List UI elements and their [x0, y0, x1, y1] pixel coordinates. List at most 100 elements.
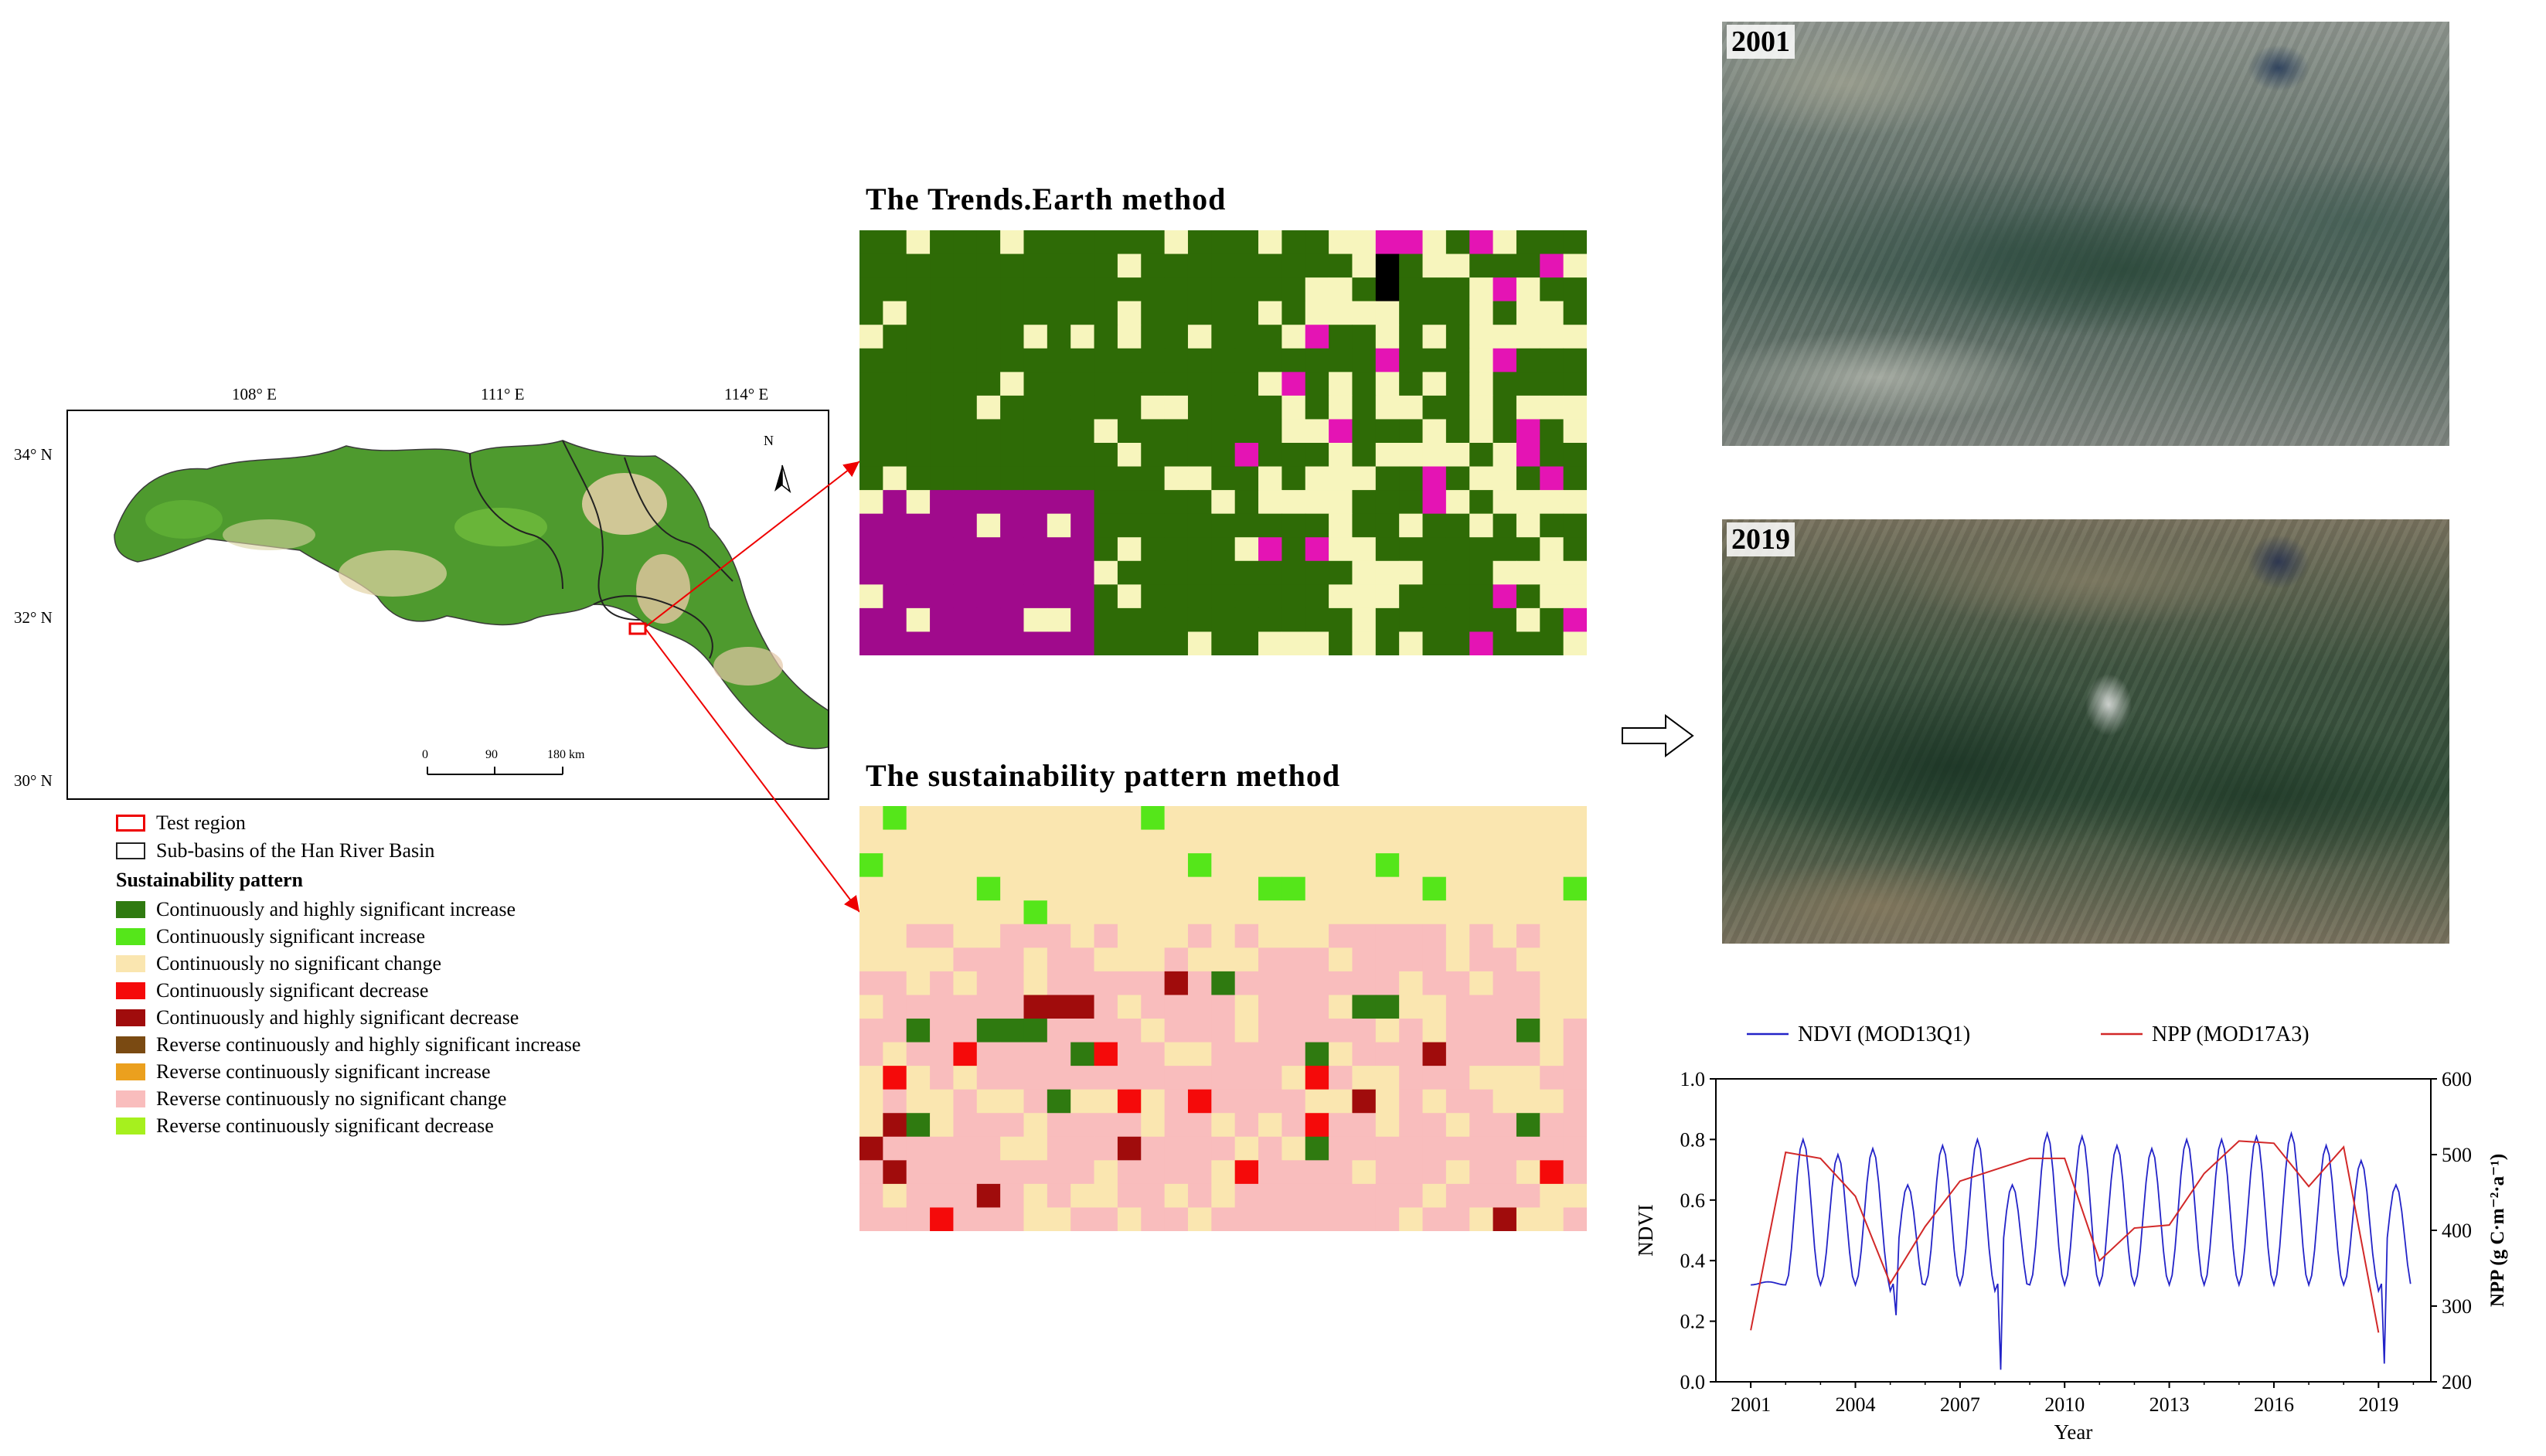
- grid-cell: [1164, 1183, 1189, 1208]
- grid-cell: [1023, 560, 1048, 585]
- grid-cell: [1493, 607, 1517, 632]
- sub-basin-boundary: [562, 440, 641, 621]
- grid-cell: [1141, 1042, 1166, 1066]
- grid-cell: [1258, 607, 1282, 632]
- grid-cell: [1023, 631, 1048, 655]
- grid-cell: [1141, 853, 1166, 878]
- grid-cell: [1563, 1160, 1587, 1185]
- grid-cell: [1445, 372, 1470, 396]
- grid-cell: [930, 348, 954, 373]
- grid-cell: [953, 372, 978, 396]
- grid-cell: [1282, 419, 1306, 444]
- grid-cell: [906, 995, 931, 1019]
- grid-cell: [1445, 584, 1470, 609]
- grid-cell: [1047, 513, 1071, 538]
- grid-cell: [1211, 253, 1236, 278]
- grid-cell: [1399, 490, 1424, 515]
- grid-cell: [1094, 971, 1118, 995]
- grid-cell: [1445, 900, 1470, 925]
- grid-cell: [1399, 1066, 1424, 1090]
- grid-cell: [1329, 1089, 1353, 1114]
- grid-cell: [883, 947, 907, 972]
- grid-cell: [883, 1019, 907, 1043]
- grid-cell: [1375, 277, 1400, 302]
- grid-cell: [1375, 253, 1400, 278]
- grid-cell: [1422, 924, 1447, 948]
- grid-cell: [930, 253, 954, 278]
- grid-cell: [1187, 1066, 1212, 1090]
- grid-cell: [1211, 1019, 1236, 1043]
- grid-cell: [1422, 1089, 1447, 1114]
- grid-cell: [976, 443, 1001, 468]
- grid-cell: [1000, 301, 1024, 325]
- grid-cell: [976, 1089, 1001, 1114]
- grid-cell: [1164, 230, 1189, 255]
- grid-cell: [883, 1160, 907, 1185]
- grid-cell: [1563, 395, 1587, 420]
- grid-cell: [1141, 631, 1166, 655]
- grid-cell: [1117, 1042, 1142, 1066]
- grid-cell: [1047, 537, 1071, 562]
- grid-cell: [1234, 806, 1259, 831]
- grid-cell: [1305, 348, 1329, 373]
- grid-cell: [930, 1160, 954, 1185]
- grid-cell: [976, 1113, 1001, 1138]
- grid-cell: [1070, 1019, 1095, 1043]
- grid-cell: [930, 1019, 954, 1043]
- grid-cell: [1047, 1089, 1071, 1114]
- grid-cell: [1282, 1042, 1306, 1066]
- grid-cell: [1164, 513, 1189, 538]
- grid-cell: [1117, 560, 1142, 585]
- grid-cell: [1000, 277, 1024, 302]
- grid-cell: [1094, 1113, 1118, 1138]
- grid-cell: [1211, 995, 1236, 1019]
- grid-cell: [883, 301, 907, 325]
- grid-cell: [1000, 853, 1024, 878]
- grid-cell: [1282, 466, 1306, 491]
- grid-cell: [1094, 853, 1118, 878]
- grid-cell: [1493, 537, 1517, 562]
- grid-cell: [976, 924, 1001, 948]
- grid-cell: [1187, 419, 1212, 444]
- grid-cell: [1516, 1207, 1540, 1231]
- grid-cell: [1023, 443, 1048, 468]
- grid-cell: [1516, 829, 1540, 854]
- grid-cell: [1023, 853, 1048, 878]
- grid-cell: [1141, 1183, 1166, 1208]
- grid-cell: [930, 1136, 954, 1161]
- grid-cell: [906, 395, 931, 420]
- grid-cell: [883, 490, 907, 515]
- grid-cell: [1000, 1113, 1024, 1138]
- grid-cell: [1375, 806, 1400, 831]
- grid-cell: [1258, 537, 1282, 562]
- grid-cell: [1352, 1207, 1377, 1231]
- y-tick-label: 0.0: [1680, 1371, 1706, 1393]
- grid-cell: [1070, 466, 1095, 491]
- grid-cell: [1445, 1183, 1470, 1208]
- grid-cell: [1445, 947, 1470, 972]
- grid-cell: [1422, 1183, 1447, 1208]
- grid-cell: [930, 419, 954, 444]
- grid-cell: [1094, 443, 1118, 468]
- grid-cell: [1469, 466, 1494, 491]
- grid-cell: [1563, 325, 1587, 349]
- grid-cell: [1282, 853, 1306, 878]
- grid-cell: [1234, 1183, 1259, 1208]
- grid-cell: [1445, 419, 1470, 444]
- grid-cell: [1234, 829, 1259, 854]
- grid-cell: [976, 1207, 1001, 1231]
- scale-bar: [427, 767, 563, 775]
- grid-cell: [1282, 607, 1306, 632]
- grid-cell: [859, 301, 883, 325]
- grid-cell: [1258, 1207, 1282, 1231]
- grid-cell: [1445, 853, 1470, 878]
- grid-cell: [1047, 1183, 1071, 1208]
- y-tick-label: 0.2: [1680, 1311, 1706, 1333]
- grid-cell: [1234, 537, 1259, 562]
- grid-cell: [1329, 1113, 1353, 1138]
- grid-cell: [930, 301, 954, 325]
- north-arrow: [774, 464, 791, 494]
- grid-cell: [953, 537, 978, 562]
- grid-cell: [1399, 1019, 1424, 1043]
- grid-cell: [1493, 301, 1517, 325]
